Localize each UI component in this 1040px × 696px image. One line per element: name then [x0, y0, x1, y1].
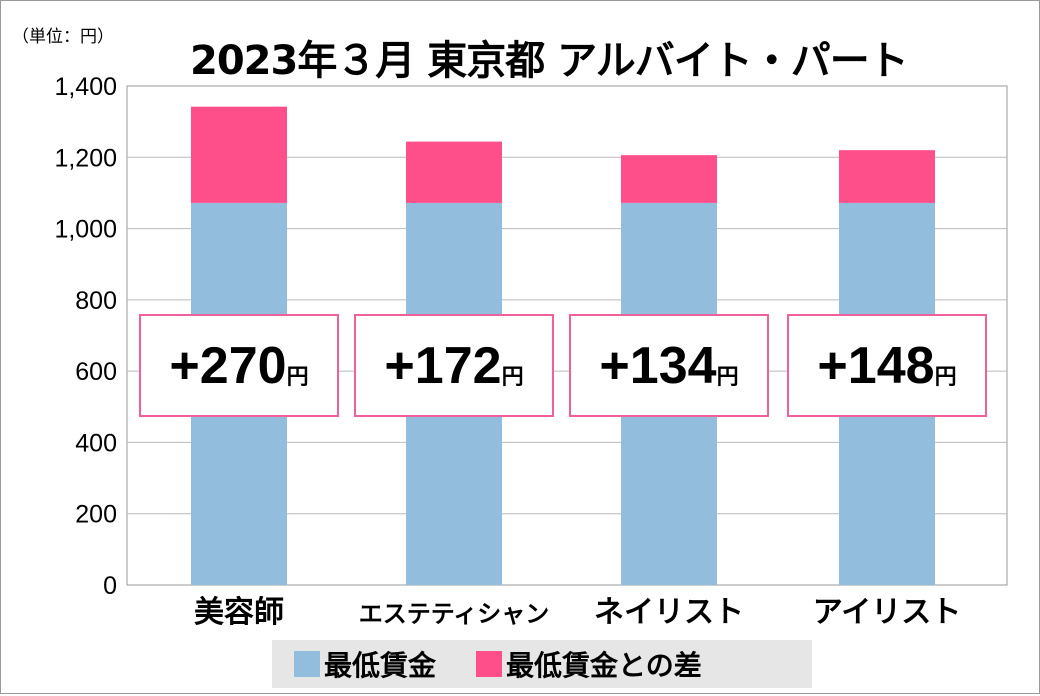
- data-label-sign: +: [169, 336, 200, 395]
- data-label-sign: +: [384, 336, 415, 395]
- category-label: エステティシャン: [359, 600, 550, 628]
- y-tick-label: 0: [103, 572, 117, 600]
- y-tick-label: 800: [75, 287, 117, 315]
- legend-item-min-wage: 最低賃金: [294, 644, 436, 684]
- y-tick-label: 200: [75, 501, 117, 529]
- category-label: 美容師: [194, 595, 284, 630]
- legend-swatch: [476, 651, 503, 677]
- data-label-unit: 円: [501, 363, 524, 389]
- data-label: +172 円: [354, 314, 554, 417]
- bar-difference: [406, 141, 502, 203]
- legend-label: 最低賃金: [324, 649, 437, 682]
- data-label-sign: +: [817, 336, 848, 395]
- data-label-value: 134: [629, 336, 717, 395]
- y-tick-label: 1,000: [54, 216, 117, 244]
- legend-label: 最低賃金との差: [506, 649, 702, 682]
- y-tick-label: 1,200: [54, 144, 117, 172]
- data-label-sign: +: [599, 336, 630, 395]
- legend-swatch: [294, 651, 320, 677]
- data-label: +270 円: [139, 314, 339, 417]
- legend: 最低賃金 最低賃金との差: [272, 640, 812, 688]
- category-label: アイリスト: [813, 595, 962, 630]
- y-tick-label: 1,400: [54, 73, 117, 101]
- bar-difference: [621, 155, 717, 203]
- category-label: ネイリスト: [594, 595, 744, 630]
- bar-difference: [191, 106, 287, 203]
- data-label-unit: 円: [716, 363, 739, 389]
- unit-label: （単位：円）: [12, 27, 114, 47]
- data-label: +134 円: [569, 314, 769, 417]
- data-label-value: 148: [847, 336, 935, 395]
- data-label-unit: 円: [286, 363, 309, 389]
- chart-title: 2023年３月 東京都 アルバイト・パート: [190, 38, 909, 84]
- legend-item-difference: 最低賃金との差: [476, 644, 702, 684]
- data-label-value: 270: [199, 336, 287, 395]
- data-label-value: 172: [414, 336, 502, 395]
- data-label-unit: 円: [934, 363, 957, 389]
- bar-difference: [839, 150, 935, 203]
- y-tick-label: 400: [75, 429, 117, 457]
- data-label: +148 円: [787, 314, 987, 417]
- y-tick-label: 600: [75, 358, 117, 386]
